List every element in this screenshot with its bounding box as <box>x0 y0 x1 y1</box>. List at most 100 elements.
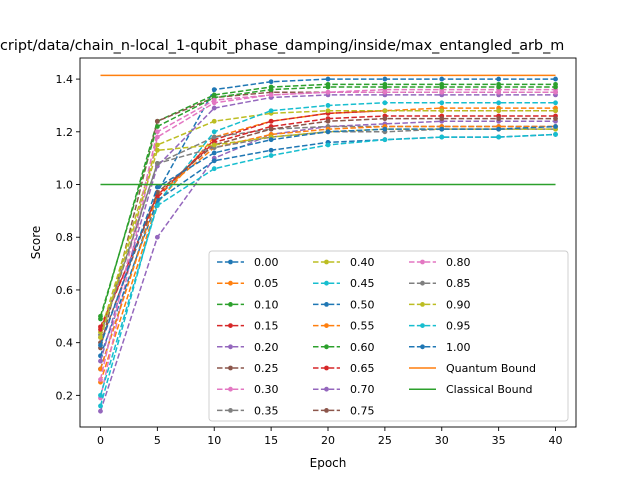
data-point-0-75-epoch-25 <box>382 116 388 122</box>
data-point-0-80-epoch-40 <box>553 89 558 95</box>
legend-marker <box>228 386 233 392</box>
data-point-1-00-epoch-15 <box>268 137 274 143</box>
data-point-0-00-epoch-20 <box>325 76 331 82</box>
data-point-0-00-epoch-10 <box>211 87 217 93</box>
legend-marker <box>324 344 329 350</box>
data-point-0-70-epoch-10 <box>211 105 217 111</box>
data-point-0-45-epoch-0 <box>98 403 103 409</box>
data-point-0-00-epoch-15 <box>268 79 274 85</box>
legend-entry-label: 0.85 <box>446 277 471 290</box>
data-point-0-80-epoch-20 <box>325 89 331 95</box>
data-point-0-75-epoch-5 <box>154 190 160 195</box>
y-tick-label: 0.8 <box>56 231 74 244</box>
legend-marker <box>324 386 329 392</box>
legend-entry-label: 1.00 <box>446 341 471 354</box>
data-point-0-00-epoch-25 <box>382 76 388 82</box>
legend-marker <box>324 280 329 286</box>
legend-marker <box>324 408 329 413</box>
legend: 0.00 0.05 0.10 0.15 0.20 0.25 0.30 0.35 0.40 0.45… <box>208 250 569 422</box>
data-point-0-40-epoch-30 <box>439 108 445 114</box>
data-point-0-90-epoch-0 <box>98 334 103 340</box>
y-tick-label: 1.2 <box>56 126 74 139</box>
data-point-0-00-epoch-30 <box>439 76 445 82</box>
data-point-0-40-epoch-35 <box>496 108 502 114</box>
legend-marker <box>420 323 425 328</box>
data-point-0-45-epoch-15 <box>268 108 274 114</box>
series-line-0-80 <box>99 91 556 380</box>
legend-entry-label: 0.30 <box>254 383 279 396</box>
legend-marker <box>228 259 233 265</box>
legend-entry-label: 0.15 <box>254 320 279 333</box>
legend-entry-label: 0.45 <box>350 277 375 290</box>
legend-entry-label: 0.20 <box>254 341 279 354</box>
y-axis-label: Score <box>29 226 43 260</box>
data-point-0-80-epoch-25 <box>382 89 388 95</box>
x-tick-label: 20 <box>321 434 335 447</box>
legend-entry-label: 0.75 <box>350 404 375 417</box>
data-point-0-40-epoch-10 <box>211 118 217 124</box>
legend-marker <box>228 365 233 371</box>
data-point-0-45-epoch-20 <box>325 103 331 108</box>
legend-entry-label: 0.10 <box>254 298 279 311</box>
x-tick-label: 10 <box>207 434 221 447</box>
legend-marker <box>324 365 329 371</box>
x-tick-label: 0 <box>97 434 104 447</box>
y-tick-label: 0.4 <box>56 337 74 350</box>
legend-entry-label: 0.05 <box>254 277 279 290</box>
legend-marker <box>420 344 425 350</box>
legend-box <box>208 250 569 422</box>
data-point-0-00-epoch-40 <box>553 76 558 82</box>
x-axis-label: Epoch <box>310 456 347 470</box>
legend-entry-label: 0.70 <box>350 383 375 396</box>
y-tick-label: 0.6 <box>56 284 74 297</box>
legend-marker <box>228 280 233 286</box>
data-point-1-00-epoch-35 <box>496 126 502 132</box>
x-tick-label: 40 <box>549 434 563 447</box>
data-point-1-00-epoch-25 <box>382 126 388 132</box>
legend-marker <box>420 302 425 307</box>
legend-entry-label: 0.90 <box>446 298 471 311</box>
plot-area: 0 5 10 15 20 25 30 35 40 0.2 0.4 0.6 0.8 1.0 1.2 1.4 0.0… <box>56 57 577 447</box>
data-point-0-40-epoch-25 <box>382 108 388 114</box>
data-point-0-20-epoch-0 <box>98 408 103 414</box>
legend-entry-label: 0.80 <box>446 256 471 269</box>
legend-entry-label: 0.95 <box>446 320 471 333</box>
data-point-0-60-epoch-25 <box>382 84 388 90</box>
data-point-0-60-epoch-35 <box>496 84 502 90</box>
data-point-0-95-epoch-40 <box>553 132 558 137</box>
legend-entry-label: 0.00 <box>254 256 279 269</box>
data-point-0-90-epoch-5 <box>154 147 160 153</box>
data-point-0-40-epoch-20 <box>325 108 331 114</box>
legend-marker <box>228 408 233 413</box>
series-group <box>98 74 558 414</box>
data-point-1-00-epoch-20 <box>325 129 331 135</box>
data-point-0-75-epoch-35 <box>496 116 502 122</box>
data-point-0-60-epoch-30 <box>439 84 445 90</box>
data-point-0-40-epoch-5 <box>154 142 160 148</box>
legend-entry-label: 0.35 <box>254 404 279 417</box>
legend-marker <box>324 302 329 307</box>
data-point-0-70-epoch-0 <box>98 358 103 364</box>
data-point-0-45-epoch-40 <box>553 100 558 106</box>
data-point-0-80-epoch-5 <box>154 129 160 135</box>
data-point-0-60-epoch-0 <box>98 313 103 319</box>
data-point-0-95-epoch-15 <box>268 153 274 158</box>
data-point-0-80-epoch-30 <box>439 89 445 95</box>
data-point-0-95-epoch-35 <box>496 134 502 140</box>
data-point-0-00-epoch-35 <box>496 76 502 82</box>
legend-marker <box>324 323 329 328</box>
data-point-0-20-epoch-5 <box>154 234 160 240</box>
data-point-0-95-epoch-0 <box>98 392 103 398</box>
data-point-0-60-epoch-40 <box>553 84 558 90</box>
data-point-0-75-epoch-30 <box>439 116 445 122</box>
legend-marker <box>228 344 233 350</box>
data-point-0-95-epoch-30 <box>439 134 445 140</box>
data-point-0-90-epoch-10 <box>211 142 217 148</box>
legend-marker <box>420 280 425 286</box>
legend-marker <box>420 259 425 265</box>
data-point-0-15-epoch-15 <box>268 118 274 124</box>
legend-entry-label: 0.65 <box>350 362 375 375</box>
data-point-1-00-epoch-0 <box>98 342 103 348</box>
legend-entry-label: 0.50 <box>350 298 375 311</box>
